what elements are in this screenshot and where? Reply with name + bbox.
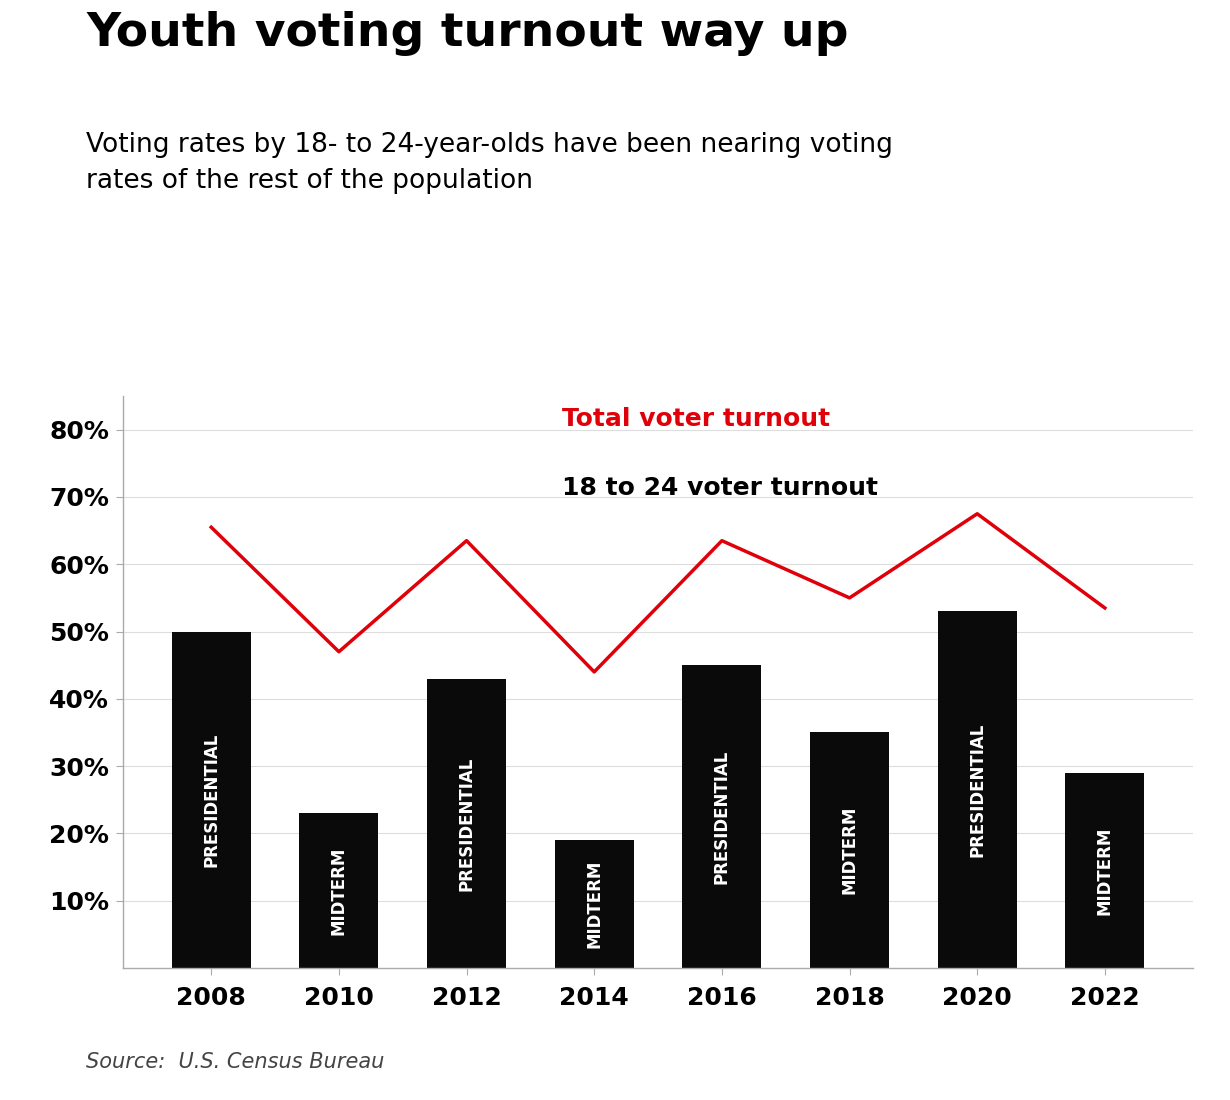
Text: MIDTERM: MIDTERM bbox=[585, 860, 603, 948]
Text: MIDTERM: MIDTERM bbox=[1096, 826, 1114, 914]
Text: Total voter turnout: Total voter turnout bbox=[562, 407, 830, 431]
Text: MIDTERM: MIDTERM bbox=[840, 806, 859, 894]
Text: Youth voting turnout way up: Youth voting turnout way up bbox=[86, 11, 849, 56]
Text: Voting rates by 18- to 24-year-olds have been nearing voting
rates of the rest o: Voting rates by 18- to 24-year-olds have… bbox=[86, 132, 893, 194]
Bar bbox=[555, 840, 633, 968]
Bar bbox=[427, 679, 506, 968]
Bar bbox=[683, 666, 761, 968]
Text: PRESIDENTIAL: PRESIDENTIAL bbox=[968, 723, 986, 857]
Bar bbox=[172, 631, 251, 968]
Text: PRESIDENTIAL: PRESIDENTIAL bbox=[713, 749, 731, 883]
Bar bbox=[937, 612, 1017, 968]
Text: PRESIDENTIAL: PRESIDENTIAL bbox=[458, 756, 476, 891]
Bar bbox=[811, 733, 889, 968]
Text: 18 to 24 voter turnout: 18 to 24 voter turnout bbox=[562, 476, 878, 501]
Text: PRESIDENTIAL: PRESIDENTIAL bbox=[202, 733, 220, 867]
Bar bbox=[299, 813, 379, 968]
Text: Source:  U.S. Census Bureau: Source: U.S. Census Bureau bbox=[86, 1053, 385, 1072]
Text: MIDTERM: MIDTERM bbox=[330, 846, 348, 935]
Bar bbox=[1065, 773, 1144, 968]
